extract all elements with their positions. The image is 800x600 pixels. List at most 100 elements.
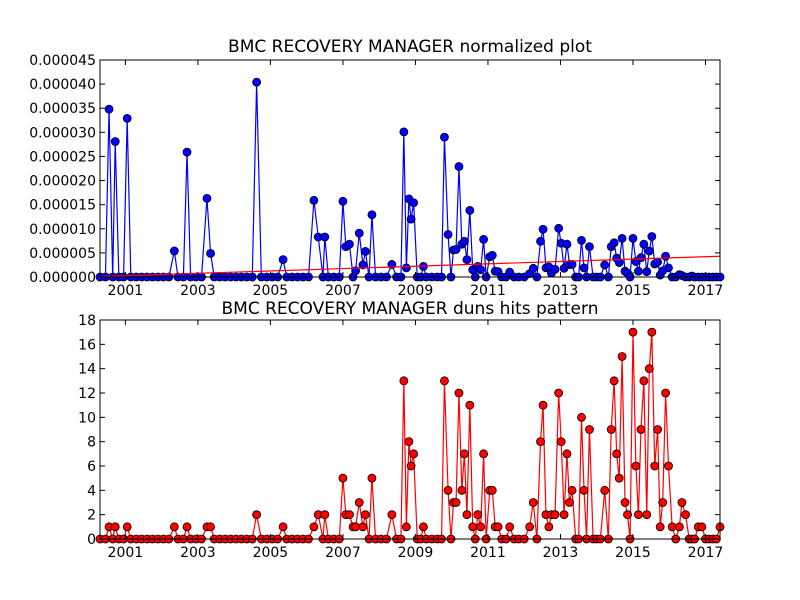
chart-0-series-0-point [338, 196, 348, 206]
chart-0-x-tick-label: 2001 [108, 283, 144, 299]
chart-1-series-0-point [647, 327, 657, 337]
chart-1-series-0-point [122, 522, 132, 532]
chart-0-series-0-point [628, 234, 638, 243]
chart-1-series-0-point [338, 473, 348, 483]
chart-1-series-0-point [459, 449, 469, 459]
chart-1-x-tick-label: 2011 [470, 545, 506, 561]
chart-0-series-0-point [182, 147, 192, 157]
chart-1-series-0-point [493, 522, 503, 532]
chart-0-series-0-point [479, 234, 489, 244]
chart-0-y-tick-label: 0.000045 [29, 53, 96, 69]
chart-0-series-0-point [320, 232, 330, 242]
chart-0-series-0-point [465, 206, 475, 215]
chart-0-series-0-point [354, 228, 364, 238]
chart-1-series-0-point [468, 522, 478, 532]
chart-0-series-0-point [585, 242, 594, 252]
chart-0-x-tick-label: 2007 [325, 283, 361, 299]
chart-1-series-0-point [278, 522, 288, 532]
chart-1-series-0-point [650, 461, 660, 471]
chart-1-series-0-point [538, 400, 548, 410]
chart-1-series-0-point [661, 388, 671, 398]
chart-1-series-0-point [674, 522, 684, 532]
chart-1-series-0-point [354, 498, 364, 507]
chart-0-series-0-point [367, 210, 377, 220]
chart-1-series-0-point [476, 522, 486, 532]
chart-0-series-0-point [476, 265, 486, 275]
chart-1-series-0-point [406, 461, 416, 471]
chart-1-series-0-point [634, 510, 643, 520]
chart-1-y-tick-label: 6 [87, 459, 96, 475]
chart-1-series-0-line [100, 332, 721, 542]
chart-1-series-0-point [528, 498, 538, 507]
chart-1-series-0-point [681, 510, 690, 520]
chart-1-series-0-point [169, 522, 179, 532]
chart-bottom-plot-area: 2001 2003 2005 2007 2009 2011 2013 2015 2017 0 2 4 6… [78, 313, 725, 561]
chart-0-series-0-point [528, 263, 538, 273]
chart-0-series-0-point [579, 263, 589, 273]
chart-1-series-0-point [677, 498, 687, 507]
chart-1-x-tick-label: 2015 [615, 545, 651, 561]
chart-1-series-0-point [454, 388, 464, 398]
chart-0-y-tick-label: 0.000015 [29, 198, 96, 214]
chart-1-y-tick-label: 16 [78, 337, 96, 353]
chart-1-series-0-point [644, 364, 654, 374]
chart-1-series-0-point [462, 510, 472, 520]
chart-1-series-0-point [206, 522, 215, 532]
chart-0-series-0-point [440, 132, 449, 142]
chart-1-series-0-point [360, 510, 370, 520]
chart-0-y-tick-label: 0.000030 [29, 125, 96, 141]
chart-0-series-0-point [309, 195, 319, 205]
chart-0-series-0-point [122, 113, 132, 123]
chart-0-series-0-point [169, 246, 179, 256]
chart-1-x-tick-label: 2013 [543, 545, 579, 561]
chart-1-x-tick-label: 2017 [688, 545, 724, 561]
chart-1-series-0-point [457, 485, 467, 495]
chart-bottom-title: BMC RECOVERY MANAGER duns hits pattern [222, 299, 599, 319]
chart-0-x-tick-label: 2005 [253, 283, 289, 299]
chart-0-series-0-point [104, 104, 114, 114]
chart-0-series-0-point [538, 224, 548, 234]
chart-0-series-0-point [634, 266, 643, 276]
chart-0-series-0-point [399, 127, 409, 137]
chart-1-x-tick-label: 2007 [325, 545, 361, 561]
chart-1-series-0-point [579, 485, 589, 495]
chart-top-plot-area: 2001 2003 2005 2007 2009 2011 2013 2015 2017 0.00… [29, 53, 725, 299]
chart-0-y-tick-label: 0.000005 [29, 246, 96, 262]
chart-1-x-tick-label: 2005 [253, 545, 289, 561]
chart-0-series-0-point [636, 253, 646, 263]
chart-1-series-0-point [487, 485, 497, 495]
chart-0-series-0-point [401, 263, 411, 273]
chart-0-series-0-point [664, 263, 673, 273]
chart-0-series-0-point [550, 264, 560, 274]
chart-0-series-0-point [609, 238, 619, 248]
chart-0-y-tick-label: 0.000040 [29, 77, 96, 93]
chart-0-x-tick-label: 2009 [398, 283, 434, 299]
chart-1-series-0-point [562, 449, 572, 459]
chart-1-series-0-point [600, 485, 610, 495]
chart-0-series-0-point [358, 260, 368, 270]
chart-1-series-0-point [606, 425, 616, 434]
chart-1-frame [99, 319, 721, 540]
chart-0-series-0-point [360, 247, 370, 256]
chart-0-series-0-point [454, 162, 464, 171]
chart-1-series-0-point [358, 522, 368, 532]
chart-1-x-tick-label: 2003 [180, 545, 216, 561]
chart-1-series-0-point [110, 522, 120, 532]
chart-0-y-tick-label: 0.000000 [29, 270, 96, 286]
chart-1-y-tick-label: 8 [87, 435, 96, 451]
chart-1-series-0-point [536, 437, 545, 447]
chart-1-series-0-point [565, 498, 574, 507]
chart-1-series-0-point [609, 376, 619, 386]
chart-1-series-0-point [550, 510, 560, 520]
chart-0-y-tick-label: 0.000025 [29, 149, 96, 165]
chart-0-series-0-point [644, 246, 654, 256]
chart-1-series-0-point [623, 510, 632, 520]
chart-1-series-0-point [614, 473, 624, 483]
chart-1-series-0-point [577, 412, 586, 422]
chart-1-series-0-point [544, 522, 554, 532]
chart-0-series-0-point [600, 260, 610, 270]
chart-1-series-0-point [419, 522, 428, 532]
chart-0-series-0-point [202, 193, 212, 203]
chart-1-series-0-point [585, 425, 594, 434]
chart-0-series-0-point [554, 223, 564, 233]
